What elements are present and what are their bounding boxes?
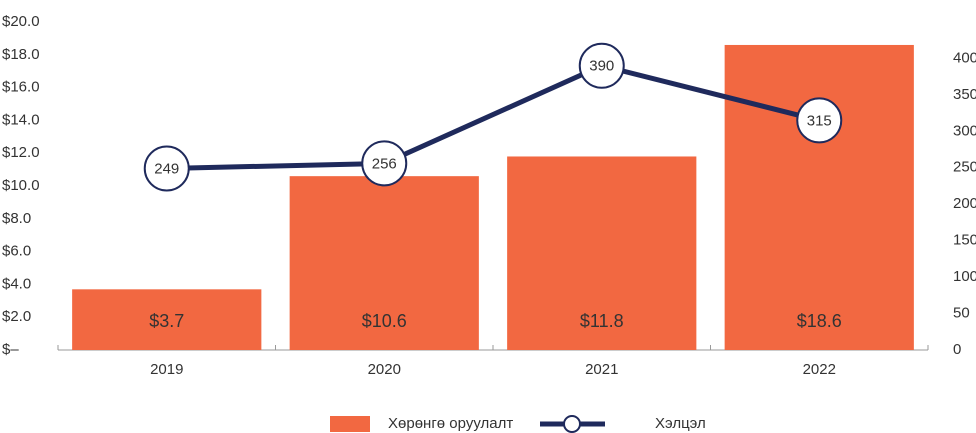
y-tick-label: $12.0	[2, 144, 40, 161]
legend-swatch	[330, 416, 370, 432]
y-tick-label: $6.0	[2, 243, 31, 260]
y-tick-label: $8.0	[2, 210, 31, 227]
y-tick-label: $2.0	[2, 308, 31, 325]
y2-tick-label: 0	[953, 341, 961, 358]
bar	[724, 44, 914, 351]
x-tick-label: 2019	[150, 361, 183, 378]
y-tick-label: $14.0	[2, 111, 40, 128]
y-tick-label: $–	[2, 341, 19, 358]
y-tick-label: $20.0	[2, 13, 40, 30]
y2-tick-label: 350	[953, 86, 976, 103]
bar	[289, 176, 479, 350]
x-tick-label: 2021	[585, 361, 618, 378]
bar-value-label: $10.6	[362, 311, 407, 331]
y2-tick-label: 250	[953, 159, 976, 176]
y-tick-label: $10.0	[2, 177, 40, 194]
legend-label: Хөрөнгө оруулалт	[388, 415, 513, 432]
legend-swatch	[563, 415, 581, 433]
bar-value-label: $18.6	[797, 311, 842, 331]
line-value-label: 390	[589, 58, 614, 75]
line-marker	[578, 42, 625, 89]
y-tick-label: $4.0	[2, 275, 31, 292]
y2-tick-label: 300	[953, 122, 976, 139]
bar-value-label: $3.7	[149, 311, 184, 331]
line-value-label: 249	[154, 160, 179, 177]
y-tick-label: $18.0	[2, 46, 40, 63]
y-tick-label: $16.0	[2, 79, 40, 96]
y2-tick-label: 150	[953, 232, 976, 249]
line-marker	[361, 140, 408, 187]
line-marker	[796, 97, 843, 144]
legend-label: Хэлцэл	[655, 415, 706, 432]
line	[166, 63, 820, 172]
y2-tick-label: 400	[953, 49, 976, 66]
x-tick-label: 2020	[368, 361, 401, 378]
y2-tick-label: 50	[953, 305, 970, 322]
line-marker	[143, 145, 190, 192]
x-tick-label: 2022	[803, 361, 836, 378]
bar-value-label: $11.8	[580, 311, 624, 331]
line-value-label: 315	[807, 112, 832, 129]
bar	[72, 289, 262, 350]
bar	[507, 156, 697, 350]
y2-tick-label: 200	[953, 195, 976, 212]
line-value-label: 256	[372, 155, 397, 172]
y2-tick-label: 100	[953, 268, 976, 285]
